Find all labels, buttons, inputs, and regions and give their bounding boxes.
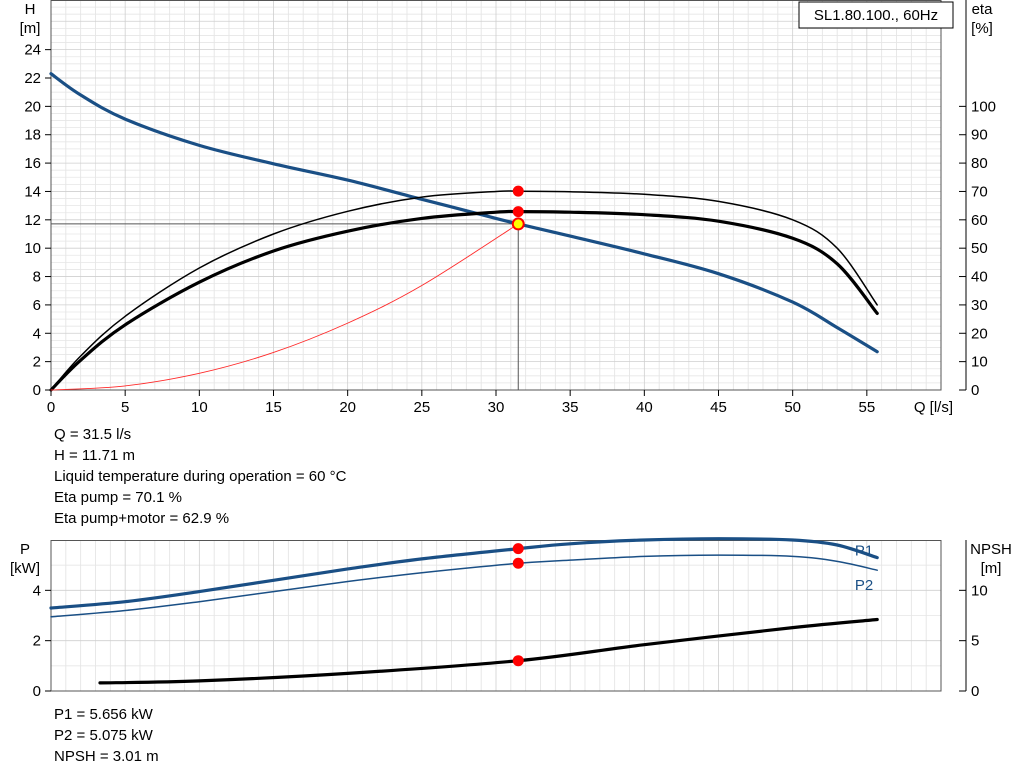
chart2-right-tick-label: 0 bbox=[971, 683, 979, 700]
chart1-x-tick-label: 20 bbox=[339, 399, 356, 416]
chart2-series-2 bbox=[98, 617, 879, 685]
power-npsh-info: P1 = 5.656 kW P2 = 5.075 kW NPSH = 3.01 … bbox=[54, 704, 159, 767]
chart1-x-tick-label: 55 bbox=[858, 399, 875, 416]
chart1-x-tick-label: 15 bbox=[265, 399, 282, 416]
chart1-operating-point-marker bbox=[512, 206, 524, 218]
chart1-x-axis-title: Q [l/s] bbox=[914, 399, 953, 416]
head-value: H = 11.71 m bbox=[54, 447, 136, 464]
chart1-left-tick-label: 2 bbox=[33, 354, 41, 371]
chart1-left-tick-label: 0 bbox=[33, 382, 41, 399]
chart1-title-box bbox=[798, 1, 954, 29]
chart2-series-p1 bbox=[49, 537, 879, 610]
chart1-x-tick-label: 25 bbox=[413, 399, 430, 416]
chart1-right-tick-label: 40 bbox=[971, 269, 988, 286]
chart2-operating-point-marker bbox=[512, 543, 524, 555]
chart2-right-axis-title: NPSH bbox=[970, 541, 1012, 558]
chart1-right-tick-label: 100 bbox=[971, 98, 996, 115]
chart1-right-tick-label: 30 bbox=[971, 297, 988, 314]
chart1-x-tick-label: 50 bbox=[784, 399, 801, 416]
chart1-operating-point-marker bbox=[511, 217, 525, 231]
liquid-temperature: Liquid temperature during operation = 60… bbox=[54, 468, 347, 485]
chart1-right-tick-label: 60 bbox=[971, 212, 988, 229]
chart2-right-tick-label: 10 bbox=[971, 582, 988, 599]
npsh-value: NPSH = 3.01 m bbox=[54, 748, 159, 765]
chart2-operating-point-marker bbox=[512, 557, 524, 569]
chart1-left-tick-label: 10 bbox=[24, 240, 41, 257]
chart1-left-tick-label: 8 bbox=[33, 269, 41, 286]
chart1-left-tick-label: 22 bbox=[24, 70, 41, 87]
chart2-operating-point-marker bbox=[512, 655, 524, 667]
chart1-left-tick-label: 14 bbox=[24, 183, 41, 200]
chart1-right-tick-label: 10 bbox=[971, 354, 988, 371]
chart1-x-tick-label: 30 bbox=[488, 399, 505, 416]
chart1-x-tick-label: 10 bbox=[191, 399, 208, 416]
chart2-left-tick-label: 0 bbox=[33, 683, 41, 700]
chart2-left-tick-label: 2 bbox=[33, 633, 41, 650]
chart1-series-2 bbox=[49, 209, 879, 392]
chart1-left-tick-label: 12 bbox=[24, 212, 41, 229]
chart1-x-tick-label: 0 bbox=[47, 399, 55, 416]
chart1-right-tick-label: 0 bbox=[971, 382, 979, 399]
chart1-left-axis-title: [m] bbox=[20, 20, 41, 37]
chart1-right-axis-title: eta bbox=[972, 1, 994, 18]
chart1-x-tick-label: 45 bbox=[710, 399, 727, 416]
chart1-x-tick-label: 35 bbox=[562, 399, 579, 416]
chart2-series-p2 bbox=[50, 554, 878, 618]
chart1-left-tick-label: 16 bbox=[24, 155, 41, 172]
p1-value: P1 = 5.656 kW bbox=[54, 706, 153, 723]
chart1-right-tick-label: 20 bbox=[971, 325, 988, 342]
chart2-right-axis-title: [m] bbox=[981, 560, 1002, 577]
chart2-right-tick-label: 5 bbox=[971, 633, 979, 650]
chart1-series-1 bbox=[50, 190, 878, 391]
chart1-series-3 bbox=[50, 223, 519, 391]
eta-pump-motor-value: Eta pump+motor = 62.9 % bbox=[54, 510, 230, 527]
chart2-left-tick-label: 4 bbox=[33, 582, 41, 599]
chart2-series-label-p2: P2 bbox=[855, 577, 873, 594]
chart1-right-tick-label: 80 bbox=[971, 155, 988, 172]
chart1-operating-point-marker bbox=[512, 185, 524, 197]
chart1-left-tick-label: 24 bbox=[24, 42, 41, 59]
chart2-plot-frame bbox=[50, 540, 942, 692]
eta-pump-value: Eta pump = 70.1 % bbox=[54, 489, 182, 506]
operating-point-info: Q = 31.5 l/s H = 11.71 m Liquid temperat… bbox=[54, 424, 346, 529]
chart1-chart-title: SL1.80.100., 60Hz bbox=[814, 7, 938, 24]
chart1-right-tick-label: 90 bbox=[971, 127, 988, 144]
chart1-left-tick-label: 20 bbox=[24, 98, 41, 115]
chart1-left-tick-label: 4 bbox=[33, 325, 41, 342]
chart1-x-tick-label: 5 bbox=[121, 399, 129, 416]
chart1-right-axis-title: [%] bbox=[971, 20, 993, 37]
chart1-left-tick-label: 6 bbox=[33, 297, 41, 314]
chart1-right-tick-label: 70 bbox=[971, 183, 988, 200]
chart2-series-label-p1: P1 bbox=[855, 543, 873, 560]
chart2-left-axis-title: P bbox=[20, 541, 30, 558]
chart1-left-tick-label: 18 bbox=[24, 127, 41, 144]
p2-value: P2 = 5.075 kW bbox=[54, 727, 153, 744]
chart1-x-tick-label: 40 bbox=[636, 399, 653, 416]
chart1-right-tick-label: 50 bbox=[971, 240, 988, 257]
chart1-series-0 bbox=[49, 72, 879, 354]
chart2-left-axis-title: [kW] bbox=[10, 560, 40, 577]
flow-value: Q = 31.5 l/s bbox=[54, 426, 132, 443]
chart1-left-axis-title: H bbox=[25, 1, 36, 18]
